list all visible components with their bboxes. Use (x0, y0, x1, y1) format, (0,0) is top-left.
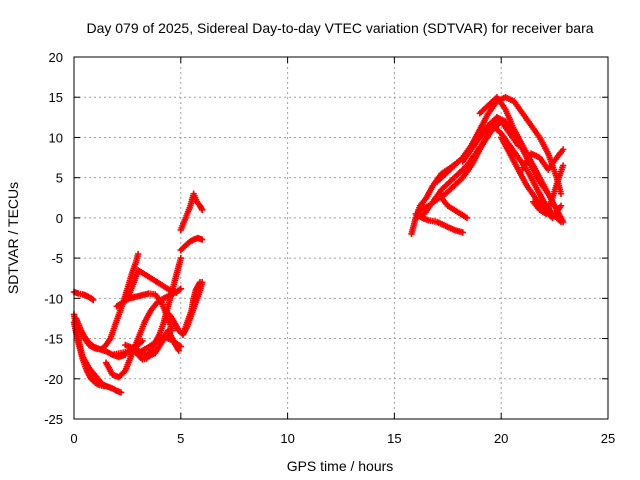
x-tick-label: 15 (387, 431, 401, 446)
series-arc-19 (412, 118, 522, 222)
x-tick-label: 0 (70, 431, 77, 446)
y-tick-label: 20 (49, 50, 63, 65)
y-tick-label: 5 (56, 171, 63, 186)
data-point (559, 146, 567, 153)
y-axis-label: SDTVAR / TECUs (5, 182, 21, 294)
data-point (177, 254, 184, 262)
data-point (134, 250, 142, 258)
y-tick-label: 10 (49, 130, 63, 145)
data-point (90, 296, 97, 304)
series-arc-13 (179, 279, 204, 338)
data-point (173, 289, 180, 296)
series-arc-27 (530, 162, 567, 218)
data-point (557, 202, 565, 210)
series-arc-11 (124, 266, 180, 302)
y-tick-label: -15 (44, 332, 63, 347)
data-point (117, 389, 125, 396)
x-axis-ticks: 0 5 10 15 20 25 (70, 57, 615, 446)
data-point (557, 190, 565, 197)
data-point (175, 347, 182, 354)
series-arc-5 (77, 327, 146, 361)
data-point (100, 382, 108, 390)
chart-title: Day 079 of 2025, Sidereal Day-to-day VTE… (86, 20, 593, 36)
data-marks (70, 94, 567, 396)
grid (74, 57, 608, 419)
series-arc-26 (519, 146, 567, 173)
data-point (198, 206, 206, 214)
data-point (120, 368, 128, 376)
x-tick-label: 5 (177, 431, 184, 446)
x-tick-label: 25 (601, 431, 615, 446)
y-tick-label: 0 (56, 211, 63, 226)
y-tick-label: -10 (44, 291, 63, 306)
data-point (557, 218, 565, 226)
data-point (559, 162, 567, 169)
data-point (198, 236, 206, 243)
series-arc-8 (113, 290, 176, 334)
series-arc-20 (438, 194, 471, 222)
series-arc-15 (177, 190, 206, 234)
y-tick-label: -5 (51, 251, 63, 266)
y-tick-label: -25 (44, 412, 63, 427)
x-tick-label: 20 (494, 431, 508, 446)
y-tick-label: -20 (44, 372, 63, 387)
x-axis-label: GPS time / hours (287, 458, 394, 474)
y-tick-label: 15 (49, 90, 63, 105)
series-arc-23 (476, 94, 567, 226)
data-point (177, 285, 184, 292)
plot-frame (73, 56, 609, 420)
series-arc-14 (177, 234, 206, 254)
data-point (88, 295, 96, 303)
data-point (196, 279, 204, 286)
y-axis-ticks: -25 -20 -15 -10 -5 0 5 10 15 20 (44, 50, 608, 427)
series-arc-1 (70, 288, 97, 304)
data-point (463, 214, 471, 222)
series-arc-6 (102, 285, 184, 381)
data-point (459, 229, 466, 236)
x-tick-label: 10 (280, 431, 294, 446)
